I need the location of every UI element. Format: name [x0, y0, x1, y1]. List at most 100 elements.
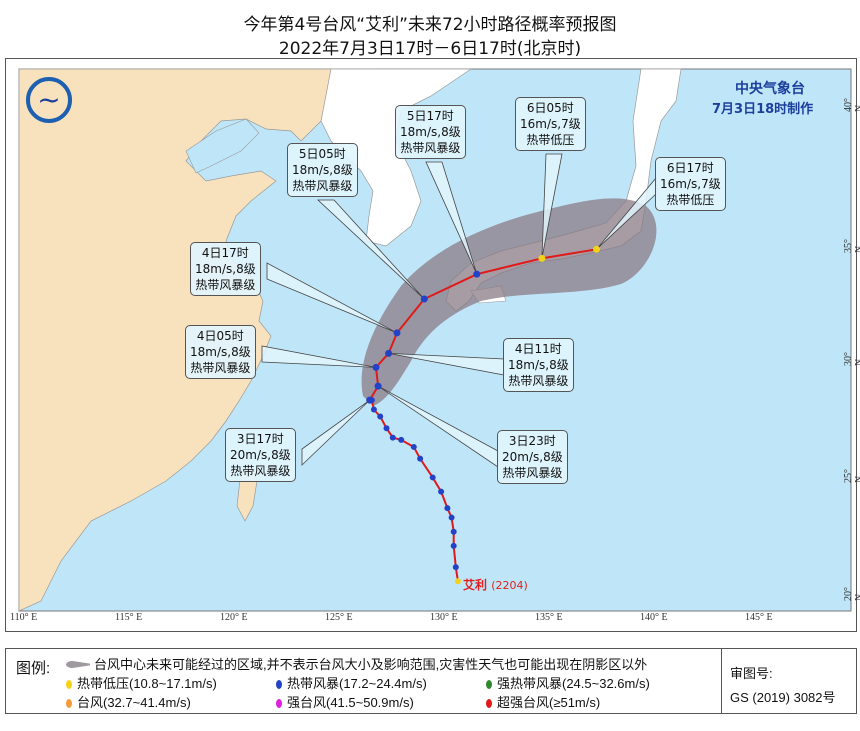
callout-wind: 18m/s,8级: [195, 262, 256, 276]
forecast-point: [593, 245, 600, 253]
typhoon-code: (2204): [491, 579, 528, 592]
typhoon-label: 艾利 (2204): [463, 576, 528, 593]
legend-cone: 台风中心未来可能经过的区域,并不表示台风大小及影响范围,灾害性天气也可能出现在阴…: [66, 654, 647, 673]
callout-time: 5日17时: [406, 109, 454, 123]
callout-pointer: [425, 161, 478, 275]
legend-item-text: 超强台风(≥51m/s): [497, 695, 601, 710]
legend-item-text: 强热带风暴(24.5~32.6m/s): [497, 676, 650, 691]
past-track-point: [450, 528, 457, 535]
past-track-point: [450, 542, 457, 549]
forecast-callout: 4日05时 18m/s,8级 热带风暴级: [185, 325, 256, 379]
callout-grade: 热带风暴级: [292, 179, 353, 193]
map-subtitle: 2022年7月3日17时－6日17时(北京时): [278, 39, 582, 59]
callout-grade: 热带风暴级: [502, 466, 563, 480]
bohai-sea: [185, 118, 260, 174]
past-track-point: [448, 514, 455, 521]
lat-tick-label: 20° N: [843, 587, 860, 601]
callout-time: 6日05时: [526, 101, 574, 115]
issue-time: 7月3日18时制作: [712, 102, 814, 117]
legend-item-text: 台风(32.7~41.4m/s): [77, 695, 191, 710]
past-track-point: [410, 443, 417, 450]
lat-tick-label: 35° N: [843, 239, 860, 253]
review-label: 审图号:: [730, 666, 773, 681]
typhoon-symbol-icon: [276, 680, 282, 689]
legend-item: 热带低压(10.8~17.1m/s): [66, 673, 217, 692]
typhoon-symbol-icon: [66, 680, 72, 689]
track-points: [366, 245, 600, 585]
callout-pointer: [316, 199, 425, 300]
callout-wind: 20m/s,8级: [230, 448, 291, 462]
callout-time: 5日05时: [298, 147, 346, 161]
review-number: GS (2019) 3082号: [730, 690, 836, 705]
legend-cone-text: 台风中心未来可能经过的区域,并不表示台风大小及影响范围,灾害性天气也可能出现在阴…: [94, 657, 648, 672]
forecast-callout: 6日05时 16m/s,7级 热带低压: [515, 97, 586, 151]
forecast-callout: 4日11时 18m/s,8级 热带风暴级: [503, 338, 574, 392]
forecast-callout: 5日17时 18m/s,8级 热带风暴级: [395, 105, 466, 159]
callout-time: 6日17时: [666, 161, 714, 175]
callout-pointer: [266, 262, 398, 334]
legend-label: 图例:: [16, 660, 51, 677]
callout-pointer: [301, 399, 370, 466]
typhoon-symbol-icon: [486, 699, 492, 708]
callout-wind: 18m/s,8级: [292, 163, 353, 177]
lat-tick-label: 25° N: [843, 469, 860, 483]
legend: 图例: 台风中心未来可能经过的区域,并不表示台风大小及影响范围,灾害性天气也可能…: [5, 648, 857, 714]
callout-grade: 热带风暴级: [508, 374, 569, 388]
forecast-point: [372, 363, 380, 371]
lon-tick-label: 125° E: [325, 612, 353, 623]
past-track-point: [370, 406, 377, 413]
forecast-callout: 4日17时 18m/s,8级 热带风暴级: [190, 242, 261, 296]
past-track-point: [389, 434, 396, 441]
past-track-point: [429, 474, 436, 481]
callout-time: 3日23时: [508, 434, 556, 448]
legend-item: 热带风暴(17.2~24.4m/s): [276, 673, 427, 692]
past-track-point: [444, 505, 451, 512]
past-track-point: [438, 488, 445, 495]
callout-grade: 热带风暴级: [230, 464, 291, 478]
forecast-callout: 5日05时 18m/s,8级 热带风暴级: [287, 143, 358, 197]
lon-tick-label: 130° E: [430, 612, 458, 623]
past-track-point: [417, 455, 424, 462]
lon-tick-label: 145° E: [745, 612, 773, 623]
callout-time: 4日11时: [514, 342, 562, 356]
legend-item: 强热带风暴(24.5~32.6m/s): [486, 673, 650, 692]
typhoon-name: 艾利: [463, 578, 488, 592]
lon-tick-label: 115° E: [115, 612, 143, 623]
callout-time: 3日17时: [236, 432, 284, 446]
callout-grade: 热带风暴级: [190, 361, 251, 375]
forecast-point: [366, 396, 374, 404]
cma-logo: ~: [26, 77, 72, 123]
callout-wind: 16m/s,7级: [520, 117, 581, 131]
callout-pointer: [261, 345, 377, 368]
callout-pointers: [261, 153, 657, 468]
callout-time: 4日05时: [196, 329, 244, 343]
typhoon-symbol-icon: [66, 699, 72, 708]
past-track-point: [383, 425, 390, 432]
forecast-callout: 6日17时 16m/s,7级 热带低压: [655, 157, 726, 211]
typhoon-symbol-icon: [486, 680, 492, 689]
callout-wind: 18m/s,8级: [190, 345, 251, 359]
lat-tick-label: 40° N: [843, 98, 860, 112]
forecast-callout: 3日17时 20m/s,8级 热带风暴级: [225, 428, 296, 482]
callout-grade: 热带低压: [526, 133, 575, 147]
callout-grade: 热带低压: [666, 193, 715, 207]
past-track-point: [454, 578, 461, 585]
forecast-point: [374, 382, 382, 390]
forecast-point: [393, 329, 401, 337]
probability-cone: [361, 198, 657, 406]
agency-name: 中央气象台: [735, 81, 805, 97]
lon-tick-label: 120° E: [220, 612, 248, 623]
past-track-point: [452, 564, 459, 571]
lon-tick-label: 135° E: [535, 612, 563, 623]
forecast-point: [538, 254, 546, 262]
lon-tick-label: 140° E: [640, 612, 668, 623]
callout-wind: 20m/s,8级: [502, 450, 563, 464]
callout-wind: 16m/s,7级: [660, 177, 721, 191]
legend-item: 台风(32.7~41.4m/s): [66, 692, 191, 711]
lon-tick-label: 110° E: [10, 612, 38, 623]
callout-wind: 18m/s,8级: [400, 125, 461, 139]
callout-grade: 热带风暴级: [195, 278, 256, 292]
past-track-point: [398, 436, 405, 443]
legend-divider: [721, 649, 722, 713]
